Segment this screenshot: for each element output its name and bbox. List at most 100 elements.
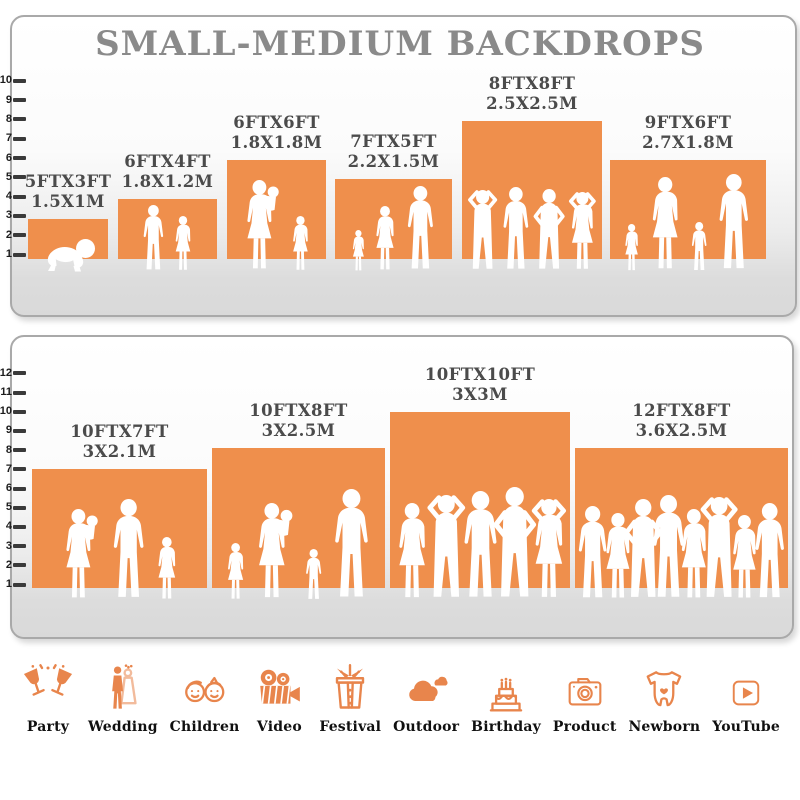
- ruler-tick-number: 10: [0, 74, 12, 87]
- category-label: YouTube: [712, 719, 780, 735]
- people-silhouette: [625, 174, 749, 271]
- ruler-tick-mark: [13, 117, 26, 122]
- category-label: Party: [26, 719, 70, 735]
- ruler-tick-mark: [13, 156, 26, 160]
- ruler-tick: 5: [0, 502, 26, 513]
- ruler-tick: 4: [0, 521, 26, 532]
- ruler-tick-mark: [13, 582, 26, 587]
- size-feet: 6FTX4FT: [124, 152, 211, 171]
- person-silhouette-man: [719, 174, 749, 269]
- category-item-youtube: YouTube: [712, 656, 780, 735]
- category-icon-box: [254, 656, 304, 714]
- person-silhouette-man-hips: [624, 499, 663, 597]
- size-meters: 1.8X1.8M: [230, 133, 323, 152]
- ruler-tick: 9: [0, 425, 26, 436]
- ruler-tick: 8: [0, 444, 26, 456]
- ruler-tick-number: 6: [5, 151, 12, 164]
- backdrop-size-label: 5FTX3FT 1.5X1M: [25, 172, 112, 212]
- size-meters: 3.6X2.5M: [635, 421, 728, 440]
- person-silhouette-woman: [398, 503, 425, 598]
- size-meters: 2.2X1.5M: [347, 152, 440, 171]
- ruler-tick: 1: [0, 579, 26, 590]
- person-silhouette-man: [755, 503, 785, 598]
- ruler-tick: 1: [0, 249, 26, 260]
- person-silhouette-man: [407, 186, 433, 269]
- ruler-tick: 7: [0, 463, 26, 475]
- size-meters: 2.7X1.8M: [642, 133, 734, 152]
- page-title: SMALL-MEDIUM BACKDROPS: [95, 24, 705, 64]
- children-icon: [184, 676, 224, 703]
- ruler-tick-number: 4: [5, 520, 12, 533]
- person-silhouette-man-up: [426, 495, 465, 597]
- ruler-tick-mark: [13, 194, 26, 199]
- person-silhouette-woman: [293, 216, 308, 270]
- person-silhouette-man-hips: [492, 487, 536, 597]
- size-meters: 2.5X2.5M: [486, 94, 578, 113]
- ruler-tick: 11: [0, 387, 26, 398]
- person-silhouette-woman: [376, 206, 394, 270]
- person-silhouette-man: [464, 491, 496, 597]
- people-silhouette: [398, 487, 566, 598]
- ruler-tick-number: 11: [0, 386, 12, 398]
- person-silhouette-woman: [352, 230, 364, 271]
- ruler-tick-mark: [13, 78, 26, 83]
- ruler-tick-mark: [13, 390, 26, 395]
- ruler-tick: 2: [0, 559, 26, 571]
- people-silhouette: [467, 187, 596, 269]
- party-icon: [23, 664, 73, 696]
- backdrop-size-label: 7FTX5FT 2.2X1.5M: [348, 132, 440, 172]
- ruler-tick-mark: [13, 136, 26, 141]
- ruler-tick-number: 3: [5, 539, 12, 552]
- ruler-tick-number: 4: [5, 190, 12, 203]
- person-silhouette-woman: [653, 177, 678, 269]
- backdrop-rect: [227, 160, 326, 259]
- ruler-tick: 10: [0, 406, 26, 417]
- backdrop-size-label: 9FTX6FT 2.7X1.8M: [642, 113, 734, 153]
- person-silhouette-woman: [227, 543, 243, 599]
- backdrop-size-label: 10FTX10FT 3X3M: [425, 365, 535, 405]
- festival-icon: [336, 664, 365, 709]
- ruler-tick: 3: [0, 539, 26, 552]
- ruler-tick-mark: [13, 409, 26, 414]
- person-silhouette-man: [305, 549, 321, 599]
- category-label: Outdoor: [393, 719, 460, 735]
- person-silhouette-woman: [625, 224, 639, 271]
- category-icon-box: [324, 656, 376, 714]
- category-icon-box: [639, 656, 689, 714]
- ruler-tick-number: 6: [5, 482, 12, 494]
- person-silhouette-man: [692, 222, 707, 270]
- people-silhouette: [227, 489, 368, 599]
- person-silhouette-man: [653, 495, 685, 597]
- ruler-tick-number: 3: [5, 209, 12, 222]
- size-meters: 3X2.1M: [82, 442, 157, 461]
- size-meters: 1.8X1.2M: [121, 172, 214, 191]
- category-label: Video: [256, 719, 302, 735]
- size-feet: 12FTX8FT: [632, 401, 731, 420]
- person-silhouette-man: [503, 187, 528, 269]
- person-silhouette-woman-baby: [258, 503, 292, 598]
- ruler-tick-mark: [13, 563, 26, 568]
- ruler-tick: 12: [0, 367, 26, 379]
- person-silhouette-man: [334, 489, 368, 597]
- people-silhouette: [66, 499, 175, 599]
- category-label: Wedding: [87, 719, 158, 735]
- category-item-festival: Festival: [319, 656, 381, 735]
- ruler-tick: 3: [0, 210, 26, 221]
- person-silhouette-woman-up: [531, 499, 566, 597]
- wedding-icon: [111, 664, 137, 709]
- backdrop-size-label: 6FTX6FT 1.8X1.8M: [231, 113, 323, 153]
- person-silhouette-woman: [682, 509, 707, 598]
- category-icon-box: [562, 656, 608, 714]
- ruler-tick-mark: [13, 448, 26, 453]
- person-silhouette-man: [113, 499, 144, 597]
- ruler-tick: 6: [0, 483, 26, 494]
- ruler-tick: 7: [0, 133, 26, 144]
- size-feet: 10FTX7FT: [70, 422, 169, 441]
- ruler-tick: 2: [0, 229, 26, 241]
- ruler-tick: 10: [0, 75, 26, 86]
- ruler-tick-number: 7: [5, 132, 12, 145]
- ruler-tick-mark: [13, 371, 26, 376]
- birthday-icon: [489, 677, 523, 712]
- person-silhouette-woman-baby: [247, 180, 279, 269]
- ruler-tick-number: 5: [5, 501, 12, 514]
